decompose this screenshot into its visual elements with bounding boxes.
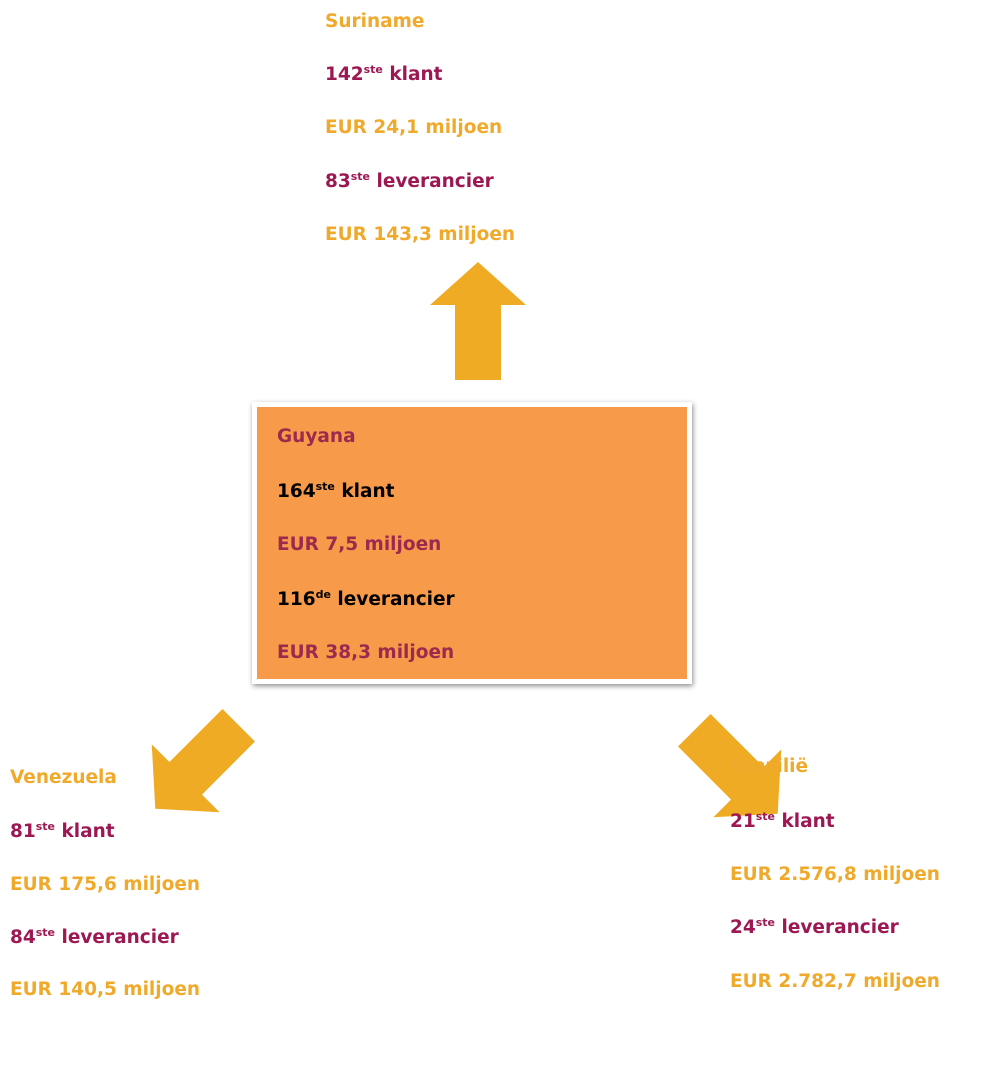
supplier-value: EUR 2.782,7 miljoen	[730, 971, 940, 992]
rank-label: klant	[341, 481, 395, 502]
node-line: EUR 38,3 miljoen	[277, 641, 454, 665]
node-line: 116de leverancier	[277, 588, 455, 612]
node-line: 84ste leverancier	[10, 926, 179, 950]
supplier-value: EUR 140,5 miljoen	[10, 979, 201, 1000]
country-name: Venezuela	[10, 767, 117, 788]
client-rank: 164ste klant	[277, 481, 395, 502]
arrow-down-left	[121, 691, 273, 843]
rank-label: leverancier	[61, 927, 179, 948]
rank-number: 164	[277, 481, 316, 502]
rank-label: klant	[389, 64, 443, 85]
node-line: 164ste klant	[277, 480, 395, 504]
supplier-rank: 24ste leverancier	[730, 917, 899, 938]
rank-label: leverancier	[781, 917, 899, 938]
node-line: EUR 140,5 miljoen	[10, 978, 200, 1002]
client-rank: 81ste klant	[10, 821, 115, 842]
node-line: EUR 2.782,7 miljoen	[730, 970, 940, 994]
node-line: EUR 24,1 miljoen	[325, 116, 502, 140]
supplier-rank: 116de leverancier	[277, 589, 455, 610]
node-line: Brazilië	[730, 755, 808, 779]
node-line: EUR 143,3 miljoen	[325, 223, 515, 247]
supplier-rank: 84ste leverancier	[10, 927, 179, 948]
rank-number: 84	[10, 927, 36, 948]
supplier-value: EUR 38,3 miljoen	[277, 642, 455, 663]
rank-number: 21	[730, 811, 756, 832]
supplier-value: EUR 143,3 miljoen	[325, 224, 516, 245]
rank-number: 24	[730, 917, 756, 938]
node-line: EUR 175,6 miljoen	[10, 873, 200, 897]
rank-label: leverancier	[376, 171, 494, 192]
rank-suffix: ste	[755, 916, 776, 929]
node-line: 81ste klant	[10, 820, 115, 844]
supplier-rank: 83ste leverancier	[325, 171, 494, 192]
country-name: Suriname	[325, 11, 425, 32]
rank-suffix: ste	[35, 926, 56, 939]
rank-suffix: ste	[755, 810, 776, 823]
rank-suffix: ste	[363, 63, 383, 76]
rank-label: klant	[61, 821, 115, 842]
rank-number: 142	[325, 64, 364, 85]
center-box	[252, 402, 692, 684]
node-line: 142ste klant	[325, 63, 443, 87]
rank-number: 116	[277, 589, 316, 610]
node-line: 24ste leverancier	[730, 916, 899, 940]
node-line: 83ste leverancier	[325, 170, 494, 194]
rank-number: 83	[325, 171, 351, 192]
country-name: Brazilië	[730, 756, 809, 777]
node-line: Guyana	[277, 425, 356, 449]
rank-suffix: ste	[35, 820, 56, 833]
rank-number: 81	[10, 821, 36, 842]
country-name: Guyana	[277, 426, 356, 447]
node-line: Venezuela	[10, 766, 117, 790]
client-rank: 21ste klant	[730, 811, 835, 832]
node-line: 21ste klant	[730, 810, 835, 834]
node-line: EUR 7,5 miljoen	[277, 533, 441, 557]
rank-label: leverancier	[337, 589, 455, 610]
arrow-up	[430, 262, 526, 380]
node-line: Suriname	[325, 10, 424, 34]
rank-suffix: ste	[350, 170, 371, 183]
node-line: EUR 2.576,8 miljoen	[730, 863, 940, 887]
rank-label: klant	[781, 811, 835, 832]
client-value: EUR 24,1 miljoen	[325, 117, 503, 138]
client-rank: 142ste klant	[325, 64, 443, 85]
client-value: EUR 175,6 miljoen	[10, 874, 201, 895]
client-value: EUR 2.576,8 miljoen	[730, 864, 940, 885]
client-value: EUR 7,5 miljoen	[277, 534, 442, 555]
rank-suffix: de	[315, 588, 331, 601]
rank-suffix: ste	[315, 480, 335, 493]
